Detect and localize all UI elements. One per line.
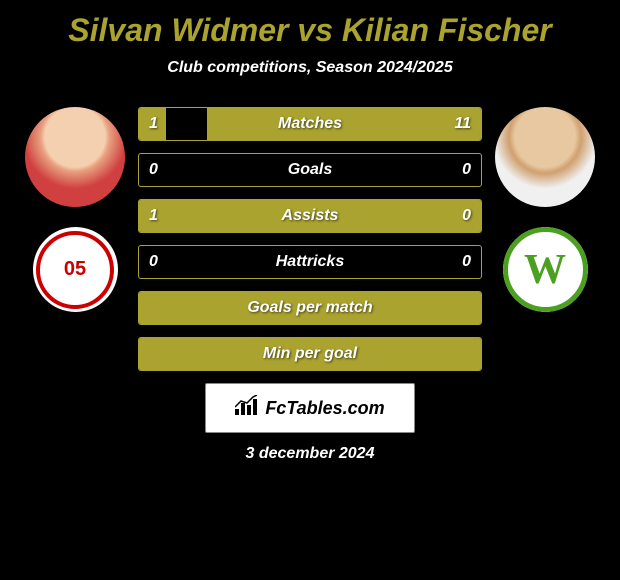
footer-date: 3 december 2024 bbox=[0, 445, 620, 463]
stat-value-right: 0 bbox=[462, 161, 471, 179]
stat-label: Hattricks bbox=[276, 253, 344, 271]
stat-bar: 1 0 Assists bbox=[138, 199, 482, 233]
stat-label: Goals per match bbox=[247, 299, 372, 317]
stat-value-right: 11 bbox=[454, 115, 471, 133]
stat-value-left: 0 bbox=[149, 161, 158, 179]
site-badge[interactable]: FcTables.com bbox=[205, 383, 415, 433]
player-left-avatar bbox=[25, 107, 125, 207]
stat-fill-right bbox=[207, 108, 481, 140]
right-player-column bbox=[490, 107, 600, 312]
player-left-club-logo bbox=[33, 227, 118, 312]
player-right-club-logo bbox=[503, 227, 588, 312]
stat-label: Matches bbox=[278, 115, 342, 133]
stat-label: Goals bbox=[288, 161, 332, 179]
stat-bar: 111Matches bbox=[138, 107, 482, 141]
stat-bar: 0 0 Goals bbox=[138, 153, 482, 187]
stats-column: 111Matches00Goals10Assists00HattricksGoa… bbox=[130, 107, 490, 371]
page-subtitle: Club competitions, Season 2024/2025 bbox=[0, 59, 620, 77]
page-title: Silvan Widmer vs Kilian Fischer bbox=[0, 0, 620, 49]
stat-value-right: 0 bbox=[462, 207, 471, 225]
left-player-column bbox=[20, 107, 130, 312]
chart-icon bbox=[235, 395, 259, 421]
stat-bar: Min per goal bbox=[138, 337, 482, 371]
stat-value-right: 0 bbox=[462, 253, 471, 271]
site-name: FcTables.com bbox=[265, 398, 384, 419]
stat-label: Assists bbox=[282, 207, 339, 225]
comparison-content: 111Matches00Goals10Assists00HattricksGoa… bbox=[0, 107, 620, 371]
stat-value-left: 0 bbox=[149, 253, 158, 271]
stat-bar: 0 0 Hattricks bbox=[138, 245, 482, 279]
player-right-avatar bbox=[495, 107, 595, 207]
stat-bar: Goals per match bbox=[138, 291, 482, 325]
stat-value-left: 1 bbox=[149, 115, 158, 133]
stat-value-left: 1 bbox=[149, 207, 158, 225]
stat-label: Min per goal bbox=[263, 345, 357, 363]
